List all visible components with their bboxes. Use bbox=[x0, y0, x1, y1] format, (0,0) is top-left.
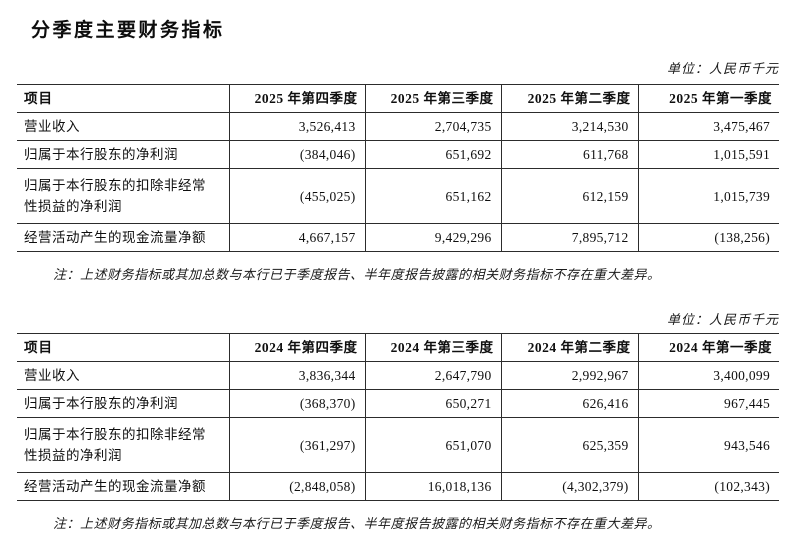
header-2025-q2: 2025 年第二季度 bbox=[500, 84, 638, 113]
quarterly-table-2024: 项目 2024 年第四季度 2024 年第三季度 2024 年第二季度 2024… bbox=[17, 333, 779, 501]
cell-value: 2,647,790 bbox=[364, 361, 501, 390]
cell-value: 1,015,739 bbox=[637, 168, 779, 224]
table-row-operating-income-2025: 营业收入 3,526,413 2,704,735 3,214,530 3,475… bbox=[17, 112, 779, 141]
cell-value: 3,836,344 bbox=[228, 361, 365, 390]
header-2025-q4: 2025 年第四季度 bbox=[228, 84, 365, 113]
unit-label-2024: 单位：人民币千元 bbox=[666, 312, 779, 327]
cell-value: 625,359 bbox=[500, 417, 638, 473]
cell-value: 16,018,136 bbox=[364, 472, 501, 501]
cell-value: 650,271 bbox=[364, 389, 501, 418]
row-label: 经营活动产生的现金流量净额 bbox=[17, 223, 229, 252]
header-item-2025: 项目 bbox=[17, 84, 229, 113]
cell-value: 3,214,530 bbox=[500, 112, 638, 141]
cell-value: 2,704,735 bbox=[364, 112, 501, 141]
row-label: 归属于本行股东的净利润 bbox=[17, 140, 229, 169]
cell-value: 1,015,591 bbox=[637, 140, 779, 169]
unit-label-2025: 单位：人民币千元 bbox=[666, 61, 779, 76]
header-2025-q3: 2025 年第三季度 bbox=[364, 84, 501, 113]
cell-value: 4,667,157 bbox=[228, 223, 365, 252]
cell-value: (4,302,379) bbox=[500, 472, 638, 501]
header-2024-q3: 2024 年第三季度 bbox=[364, 333, 501, 362]
table-2025-header-row: 项目 2025 年第四季度 2025 年第三季度 2025 年第二季度 2025… bbox=[17, 84, 779, 113]
cell-value: 9,429,296 bbox=[364, 223, 501, 252]
table-row-net-profit-excl-nonrecurring-2025: 归属于本行股东的扣除非经常性损益的净利润 (455,025) 651,162 6… bbox=[17, 168, 779, 224]
row-label: 经营活动产生的现金流量净额 bbox=[17, 472, 229, 501]
table-row-net-profit-2024: 归属于本行股东的净利润 (368,370) 650,271 626,416 96… bbox=[17, 389, 779, 418]
table-row-net-profit-excl-nonrecurring-2024: 归属于本行股东的扣除非经常性损益的净利润 (361,297) 651,070 6… bbox=[17, 417, 779, 473]
table-row-operating-income-2024: 营业收入 3,836,344 2,647,790 2,992,967 3,400… bbox=[17, 361, 779, 390]
header-2025-q1: 2025 年第一季度 bbox=[637, 84, 779, 113]
cell-value: 3,526,413 bbox=[228, 112, 365, 141]
table-note-2024: 注：上述财务指标或其加总数与本行已于季度报告、半年度报告披露的相关财务指标不存在… bbox=[53, 516, 661, 531]
table-row-operating-cash-flow-2024: 经营活动产生的现金流量净额 (2,848,058) 16,018,136 (4,… bbox=[17, 472, 779, 501]
cell-value: 611,768 bbox=[500, 140, 638, 169]
cell-value: 651,692 bbox=[364, 140, 501, 169]
page-title: 分季度主要财务指标 bbox=[31, 20, 225, 41]
cell-value: 967,445 bbox=[637, 389, 779, 418]
cell-value: 626,416 bbox=[500, 389, 638, 418]
table-note-2025: 注：上述财务指标或其加总数与本行已于季度报告、半年度报告披露的相关财务指标不存在… bbox=[53, 267, 661, 282]
row-label: 归属于本行股东的扣除非经常性损益的净利润 bbox=[17, 417, 229, 473]
row-label: 营业收入 bbox=[17, 361, 229, 390]
cell-value: 3,400,099 bbox=[637, 361, 779, 390]
cell-value: (384,046) bbox=[228, 140, 365, 169]
cell-value: 651,162 bbox=[364, 168, 501, 224]
cell-value: (455,025) bbox=[228, 168, 365, 224]
row-label: 归属于本行股东的净利润 bbox=[17, 389, 229, 418]
cell-value: (2,848,058) bbox=[228, 472, 365, 501]
cell-value: 612,159 bbox=[500, 168, 638, 224]
cell-value: (138,256) bbox=[637, 223, 779, 252]
table-row-net-profit-2025: 归属于本行股东的净利润 (384,046) 651,692 611,768 1,… bbox=[17, 140, 779, 169]
report-page: 分季度主要财务指标 单位：人民币千元 项目 2025 年第四季度 2025 年第… bbox=[17, 20, 779, 531]
row-label: 营业收入 bbox=[17, 112, 229, 141]
cell-value: 651,070 bbox=[364, 417, 501, 473]
header-2024-q1: 2024 年第一季度 bbox=[637, 333, 779, 362]
header-2024-q4: 2024 年第四季度 bbox=[228, 333, 365, 362]
cell-value: 2,992,967 bbox=[500, 361, 638, 390]
cell-value: (102,343) bbox=[637, 472, 779, 501]
table-row-operating-cash-flow-2025: 经营活动产生的现金流量净额 4,667,157 9,429,296 7,895,… bbox=[17, 223, 779, 252]
header-2024-q2: 2024 年第二季度 bbox=[500, 333, 638, 362]
cell-value: 7,895,712 bbox=[500, 223, 638, 252]
cell-value: 3,475,467 bbox=[637, 112, 779, 141]
cell-value: (368,370) bbox=[228, 389, 365, 418]
row-label: 归属于本行股东的扣除非经常性损益的净利润 bbox=[17, 168, 229, 224]
cell-value: (361,297) bbox=[228, 417, 365, 473]
quarterly-table-2025: 项目 2025 年第四季度 2025 年第三季度 2025 年第二季度 2025… bbox=[17, 84, 779, 252]
table-2024-header-row: 项目 2024 年第四季度 2024 年第三季度 2024 年第二季度 2024… bbox=[17, 333, 779, 362]
header-item-2024: 项目 bbox=[17, 333, 229, 362]
cell-value: 943,546 bbox=[637, 417, 779, 473]
